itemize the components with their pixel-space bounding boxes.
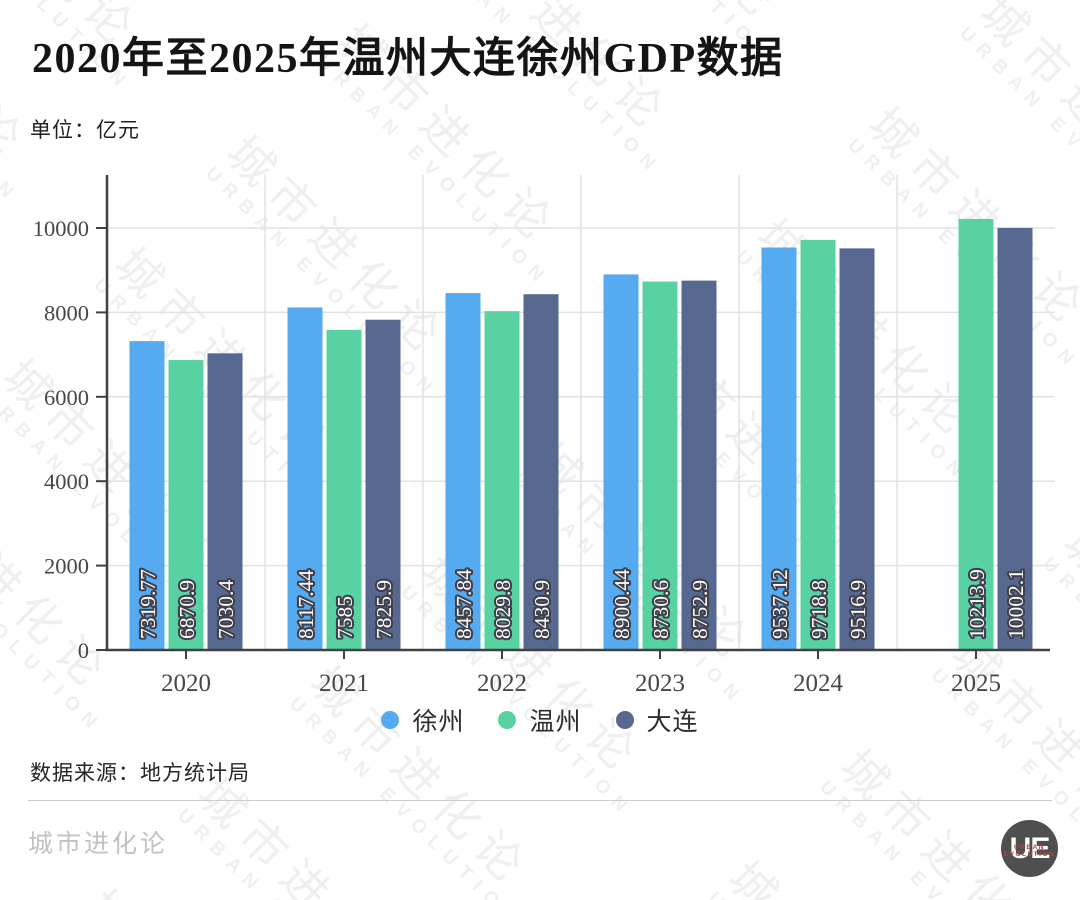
x-tick-label: 2025 (951, 670, 1001, 697)
y-tick-label: 4000 (44, 469, 89, 494)
x-tick-label: 2024 (793, 670, 844, 697)
bar-value-label: 9718.8 (807, 580, 831, 639)
brand-logo: UE URBAN EVOLUTION (1001, 820, 1058, 877)
y-tick-label: 0 (78, 638, 89, 663)
bar-温州-2024 (800, 239, 836, 650)
bar-value-label: 8900.44 (610, 569, 634, 639)
bar-徐州-2022 (445, 293, 481, 650)
bar-温州-2022 (484, 311, 520, 650)
bar-大连-2025 (997, 227, 1033, 650)
logo-monogram: UE (1009, 831, 1051, 865)
brand-name: 城市进化论 (28, 831, 169, 858)
bar-徐州-2023 (603, 274, 639, 650)
logo-caption: URBAN EVOLUTION (1001, 844, 1058, 858)
x-tick-label: 2023 (635, 670, 685, 697)
x-tick-label: 2021 (319, 670, 369, 697)
x-tick-label: 2020 (161, 670, 211, 697)
bar-value-label: 8029.8 (491, 580, 515, 639)
y-tick-label: 2000 (44, 554, 89, 579)
data-source-label: 数据来源：地方统计局 (30, 761, 250, 785)
legend-swatch-icon (498, 711, 517, 729)
bar-value-label: 6870.9 (175, 580, 199, 639)
bar-value-label: 7825.9 (372, 580, 396, 639)
bar-value-label: 8117.44 (294, 570, 318, 639)
y-tick-label: 10000 (33, 216, 89, 241)
bar-value-label: 8457.84 (452, 569, 476, 639)
bar-徐州-2020 (129, 341, 165, 650)
bar-温州-2020 (168, 360, 204, 650)
y-tick-label: 8000 (44, 300, 89, 325)
logo-caption-line1: URBAN (1014, 844, 1045, 851)
bar-温州-2025 (958, 218, 994, 650)
bar-value-label: 10002.1 (1004, 569, 1028, 639)
x-tick-label: 2022 (477, 670, 527, 697)
legend-swatch-icon (615, 711, 634, 729)
bar-value-label: 9537.12 (768, 569, 792, 639)
bar-value-label: 7585 (333, 596, 357, 639)
legend-item-温州: 温州 (498, 702, 581, 738)
bar-大连-2020 (207, 353, 243, 650)
bar-徐州-2024 (761, 247, 797, 650)
chart-legend: 徐州 温州 大连 (0, 702, 1080, 738)
footer-divider (28, 800, 1052, 801)
bar-大连-2023 (681, 280, 717, 650)
legend-label: 徐州 (412, 709, 465, 736)
unit-label: 单位：亿元 (30, 118, 140, 142)
bar-value-label: 10213.9 (965, 569, 989, 639)
legend-item-徐州: 徐州 (381, 702, 464, 738)
bar-value-label: 8730.6 (649, 580, 673, 639)
legend-swatch-icon (381, 711, 400, 729)
bar-温州-2023 (642, 281, 678, 650)
page-title: 2020年至2025年温州大连徐州GDP数据 (32, 36, 784, 82)
legend-label: 大连 (646, 709, 699, 736)
bar-大连-2024 (839, 248, 875, 650)
bar-value-label: 8430.9 (530, 580, 554, 639)
bar-徐州-2021 (287, 307, 323, 650)
bar-大连-2021 (365, 319, 401, 650)
bar-大连-2022 (523, 294, 559, 650)
bar-value-label: 7319.77 (136, 569, 160, 639)
bar-温州-2021 (326, 329, 362, 650)
legend-item-大连: 大连 (615, 702, 699, 738)
logo-caption-line2: EVOLUTION (1003, 851, 1056, 858)
bar-value-label: 7030.4 (214, 580, 238, 639)
gdp-bar-chart: 7319.77 6870.9 7030.4 2020 8117.44 7585 7825.9… (33, 175, 1055, 697)
y-tick-label: 6000 (44, 385, 89, 410)
bar-value-label: 9516.9 (846, 580, 870, 639)
bar-value-label: 8752.9 (688, 580, 712, 639)
legend-label: 温州 (529, 709, 582, 736)
